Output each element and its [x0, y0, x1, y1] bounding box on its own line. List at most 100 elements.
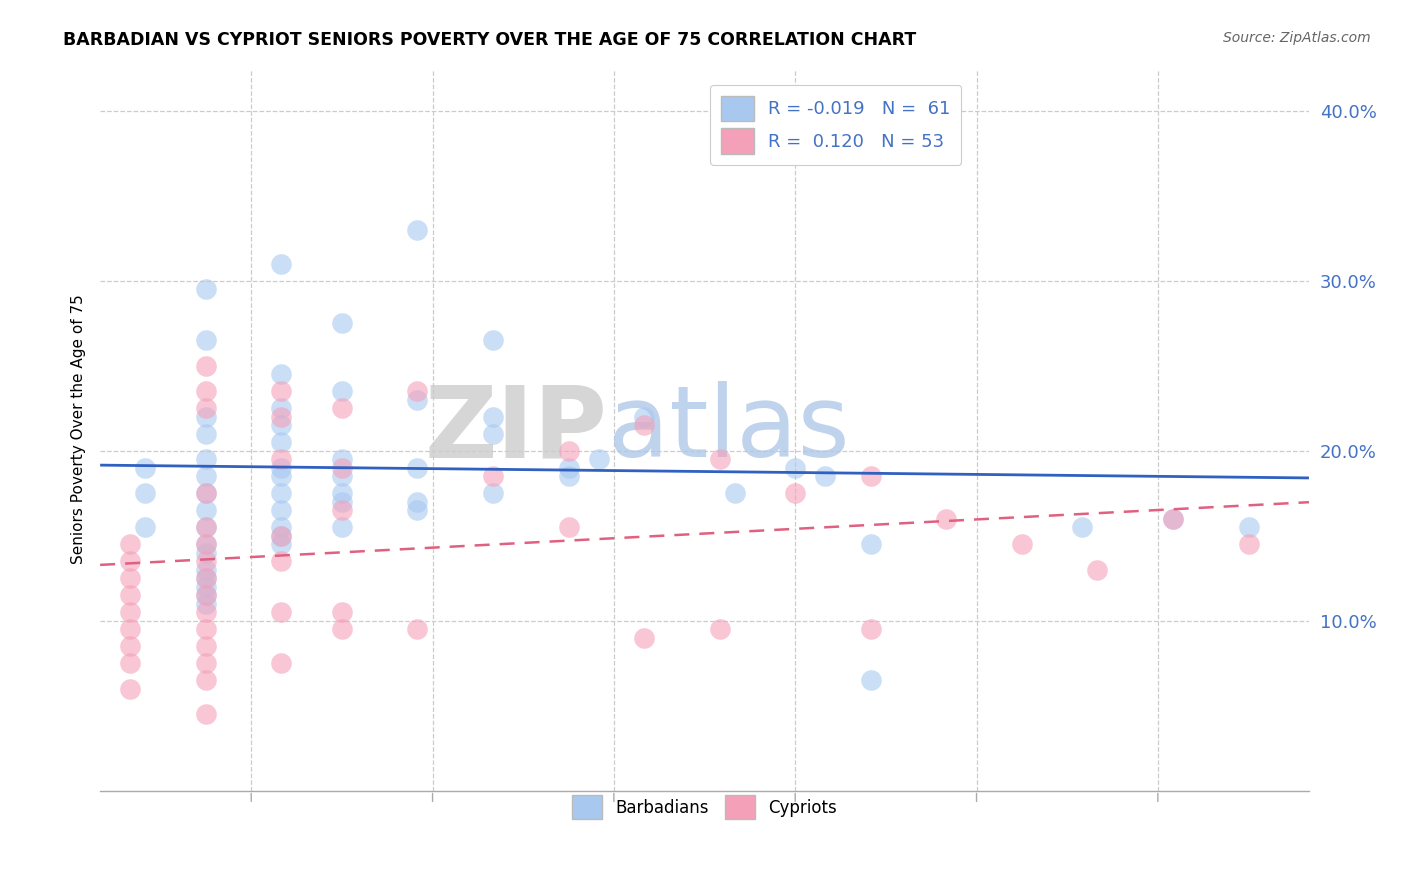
Point: [482, 334, 505, 348]
Point: [330, 384, 353, 399]
Point: [194, 580, 217, 594]
Point: [406, 392, 429, 407]
Point: [330, 520, 353, 534]
Point: [724, 138, 747, 153]
Point: [120, 605, 142, 619]
Point: [120, 639, 142, 653]
Point: [709, 452, 731, 467]
Point: [270, 418, 292, 433]
Point: [482, 409, 505, 424]
Point: [194, 469, 217, 483]
Point: [194, 673, 217, 688]
Point: [194, 537, 217, 551]
Point: [270, 537, 292, 551]
Point: [1071, 520, 1094, 534]
Point: [1161, 512, 1184, 526]
Point: [194, 486, 217, 500]
Point: [330, 486, 353, 500]
Point: [330, 605, 353, 619]
Point: [120, 656, 142, 670]
Point: [557, 520, 579, 534]
Point: [120, 537, 142, 551]
Point: [194, 334, 217, 348]
Point: [270, 460, 292, 475]
Point: [270, 368, 292, 382]
Text: BARBADIAN VS CYPRIOT SENIORS POVERTY OVER THE AGE OF 75 CORRELATION CHART: BARBADIAN VS CYPRIOT SENIORS POVERTY OVE…: [63, 31, 917, 49]
Point: [785, 486, 807, 500]
Point: [859, 537, 882, 551]
Point: [1087, 563, 1109, 577]
Point: [194, 537, 217, 551]
Point: [134, 520, 156, 534]
Point: [270, 529, 292, 543]
Y-axis label: Seniors Poverty Over the Age of 75: Seniors Poverty Over the Age of 75: [72, 294, 86, 565]
Point: [194, 571, 217, 585]
Point: [557, 460, 579, 475]
Point: [859, 469, 882, 483]
Point: [194, 384, 217, 399]
Point: [194, 622, 217, 636]
Point: [270, 520, 292, 534]
Point: [724, 486, 747, 500]
Point: [120, 554, 142, 568]
Point: [270, 503, 292, 517]
Point: [194, 656, 217, 670]
Point: [120, 571, 142, 585]
Point: [1237, 537, 1260, 551]
Point: [194, 520, 217, 534]
Point: [194, 605, 217, 619]
Point: [330, 622, 353, 636]
Point: [270, 384, 292, 399]
Point: [406, 223, 429, 237]
Point: [330, 452, 353, 467]
Text: Source: ZipAtlas.com: Source: ZipAtlas.com: [1223, 31, 1371, 45]
Point: [270, 605, 292, 619]
Point: [194, 282, 217, 296]
Point: [134, 486, 156, 500]
Legend: Barbadians, Cypriots: Barbadians, Cypriots: [565, 789, 844, 826]
Point: [194, 359, 217, 373]
Point: [633, 418, 655, 433]
Text: atlas: atlas: [607, 381, 849, 478]
Point: [270, 486, 292, 500]
Point: [1237, 520, 1260, 534]
Point: [194, 554, 217, 568]
Point: [270, 452, 292, 467]
Point: [134, 460, 156, 475]
Point: [194, 597, 217, 611]
Point: [588, 452, 610, 467]
Point: [406, 622, 429, 636]
Point: [330, 495, 353, 509]
Point: [194, 426, 217, 441]
Point: [194, 486, 217, 500]
Point: [633, 409, 655, 424]
Point: [270, 257, 292, 271]
Point: [557, 469, 579, 483]
Point: [935, 512, 957, 526]
Point: [194, 546, 217, 560]
Point: [859, 622, 882, 636]
Point: [120, 622, 142, 636]
Point: [633, 631, 655, 645]
Point: [406, 384, 429, 399]
Point: [194, 588, 217, 602]
Point: [270, 529, 292, 543]
Point: [194, 520, 217, 534]
Point: [859, 673, 882, 688]
Point: [709, 622, 731, 636]
Point: [270, 554, 292, 568]
Point: [557, 443, 579, 458]
Point: [194, 409, 217, 424]
Point: [330, 317, 353, 331]
Point: [785, 460, 807, 475]
Point: [406, 460, 429, 475]
Point: [194, 588, 217, 602]
Point: [194, 503, 217, 517]
Text: ZIP: ZIP: [425, 381, 607, 478]
Point: [330, 503, 353, 517]
Point: [270, 435, 292, 450]
Point: [194, 452, 217, 467]
Point: [194, 707, 217, 722]
Point: [270, 469, 292, 483]
Point: [814, 469, 837, 483]
